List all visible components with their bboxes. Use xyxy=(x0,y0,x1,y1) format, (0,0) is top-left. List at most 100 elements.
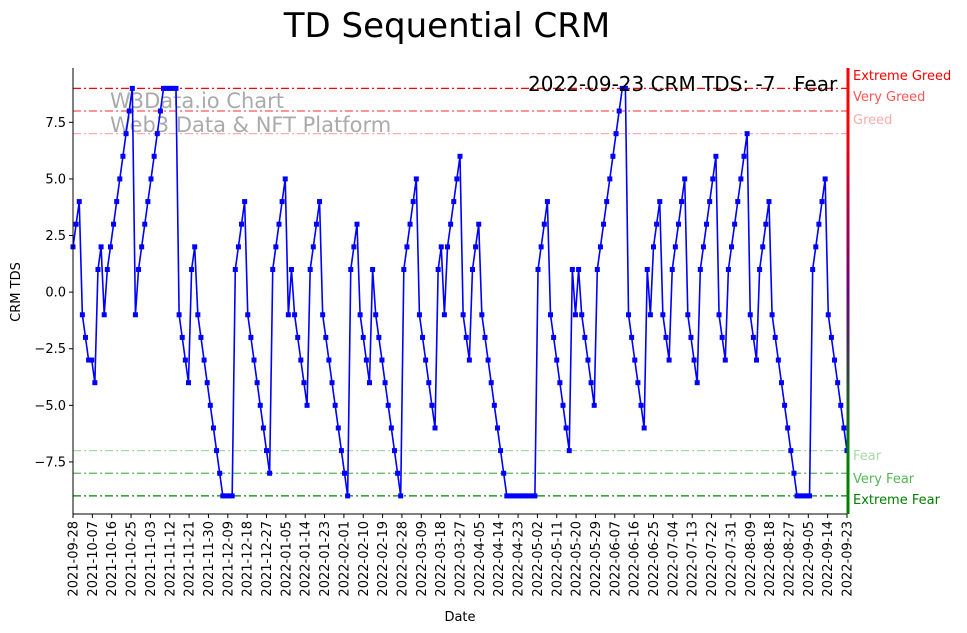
data-point xyxy=(398,493,404,499)
x-tick-label: 2022-08-09 xyxy=(744,521,759,597)
data-point xyxy=(363,357,369,363)
data-point xyxy=(366,380,372,386)
data-point xyxy=(560,402,566,408)
x-tick-label: 2022-04-14 xyxy=(492,521,507,597)
data-point xyxy=(248,334,254,340)
data-point xyxy=(89,357,95,363)
data-point xyxy=(348,266,354,272)
data-point xyxy=(741,153,747,159)
data-point xyxy=(126,108,132,114)
data-point xyxy=(285,312,291,318)
zone-label-4: Very Fear xyxy=(853,472,915,487)
data-point xyxy=(204,380,210,386)
data-point xyxy=(310,244,316,250)
data-point xyxy=(313,221,319,227)
data-point xyxy=(217,470,223,476)
data-point xyxy=(591,402,597,408)
data-point xyxy=(710,176,716,182)
data-point xyxy=(86,357,92,363)
data-point xyxy=(245,312,251,318)
data-point xyxy=(173,85,179,91)
x-tick-label: 2022-05-29 xyxy=(589,521,604,597)
data-point xyxy=(494,425,500,431)
data-point xyxy=(778,380,784,386)
data-point xyxy=(420,334,426,340)
y-tick-label: −7.5 xyxy=(34,455,66,470)
data-point xyxy=(120,153,126,159)
data-point xyxy=(672,244,678,250)
data-point xyxy=(704,221,710,227)
data-point xyxy=(569,266,575,272)
data-point xyxy=(239,221,245,227)
data-point xyxy=(276,221,282,227)
data-point xyxy=(161,85,167,91)
data-point xyxy=(791,470,797,476)
data-point xyxy=(323,334,329,340)
data-point xyxy=(185,380,191,386)
data-point xyxy=(279,199,285,205)
data-point xyxy=(76,199,82,205)
data-point xyxy=(713,153,719,159)
data-point xyxy=(541,221,547,227)
data-point xyxy=(582,334,588,340)
zone-label-5: Extreme Fear xyxy=(853,493,941,508)
data-point xyxy=(722,357,728,363)
data-point xyxy=(295,334,301,340)
x-tick-label: 2022-03-09 xyxy=(415,521,430,597)
data-point xyxy=(117,176,123,182)
data-point xyxy=(735,199,741,205)
data-point xyxy=(769,312,775,318)
data-point xyxy=(803,493,809,499)
data-point xyxy=(825,312,831,318)
x-tick-label: 2022-04-23 xyxy=(512,521,527,597)
data-point xyxy=(654,221,660,227)
data-point xyxy=(523,493,529,499)
data-point xyxy=(179,334,185,340)
x-tick-label: 2021-12-18 xyxy=(241,521,256,597)
data-point xyxy=(73,221,79,227)
data-point xyxy=(544,199,550,205)
chart-title: TD Sequential CRM xyxy=(283,6,610,46)
data-point xyxy=(182,357,188,363)
data-point xyxy=(519,493,525,499)
data-point xyxy=(660,312,666,318)
data-point xyxy=(594,266,600,272)
x-tick-label: 2022-02-10 xyxy=(357,521,372,597)
data-point xyxy=(307,266,313,272)
y-tick-label: 7.5 xyxy=(45,116,66,131)
data-point xyxy=(750,334,756,340)
data-point xyxy=(810,266,816,272)
x-tick-label: 2021-11-21 xyxy=(183,521,198,597)
data-point xyxy=(669,266,675,272)
data-point xyxy=(822,176,828,182)
data-point xyxy=(697,266,703,272)
data-point xyxy=(413,176,419,182)
x-tick-label: 2022-07-04 xyxy=(666,521,681,597)
x-tick-label: 2022-06-07 xyxy=(608,521,623,597)
data-point xyxy=(104,266,110,272)
x-tick-label: 2022-02-28 xyxy=(395,521,410,597)
data-point xyxy=(716,312,722,318)
data-point xyxy=(338,448,344,454)
data-point xyxy=(351,244,357,250)
data-point xyxy=(635,380,641,386)
colorbar-strip xyxy=(846,68,850,514)
data-point xyxy=(404,244,410,250)
data-point xyxy=(647,312,653,318)
data-point xyxy=(688,334,694,340)
data-point xyxy=(441,312,447,318)
data-point xyxy=(491,402,497,408)
data-point xyxy=(132,312,138,318)
data-point xyxy=(775,357,781,363)
data-point xyxy=(700,244,706,250)
x-tick-label: 2022-05-02 xyxy=(531,521,546,597)
data-point xyxy=(129,85,135,91)
data-point xyxy=(410,199,416,205)
data-point xyxy=(148,176,154,182)
data-point xyxy=(282,176,288,182)
data-point xyxy=(176,312,182,318)
x-tick-label: 2022-06-16 xyxy=(628,521,643,597)
data-point xyxy=(579,312,585,318)
data-point xyxy=(619,85,625,91)
data-point xyxy=(232,266,238,272)
